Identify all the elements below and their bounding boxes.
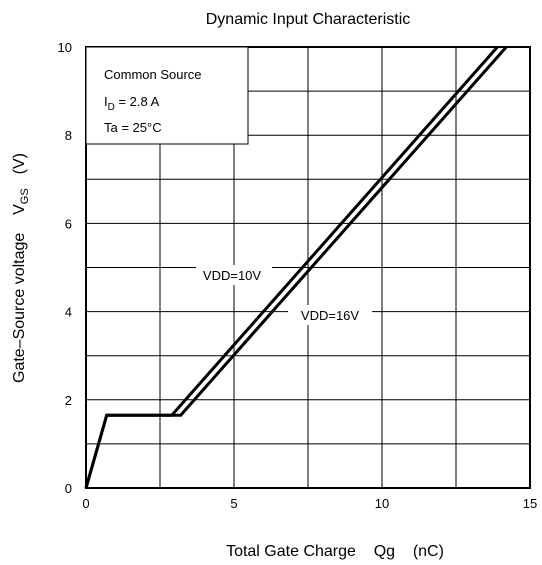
- y-tick-labels: 0 2 4 6 8 10: [58, 40, 72, 496]
- condition-line-3: Ta = 25°C: [104, 120, 162, 135]
- y-tick-label: 0: [65, 481, 72, 496]
- x-tick-label: 10: [375, 496, 389, 511]
- series-label-vdd10: VDD=10V: [203, 268, 261, 283]
- y-tick-label: 2: [65, 393, 72, 408]
- x-axis-label: Total Gate Charge Qg (nC): [226, 543, 444, 560]
- x-tick-label: 15: [523, 496, 537, 511]
- x-tick-label: 5: [230, 496, 237, 511]
- y-tick-label: 10: [58, 40, 72, 55]
- series-label-vdd16: VDD=16V: [301, 308, 359, 323]
- chart-title: Dynamic Input Characteristic: [206, 11, 411, 28]
- x-tick-label: 0: [82, 496, 89, 511]
- y-tick-label: 8: [65, 128, 72, 143]
- y-axis-label: Gate–Source voltage VGS(V): [11, 153, 31, 383]
- y-tick-label: 4: [65, 305, 72, 320]
- x-tick-labels: 0 5 10 15: [82, 496, 537, 511]
- y-tick-label: 6: [65, 216, 72, 231]
- condition-line-1: Common Source: [104, 67, 202, 82]
